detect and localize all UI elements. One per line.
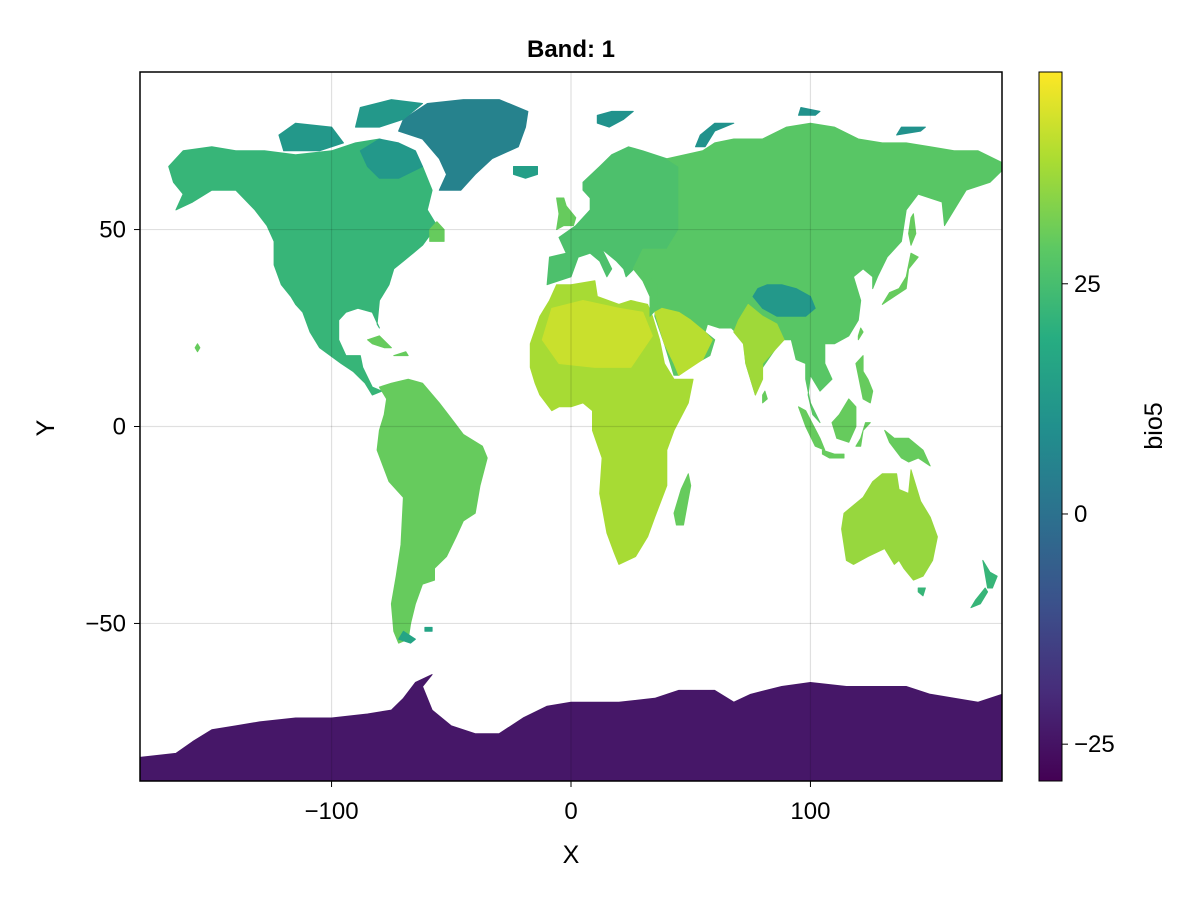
land-tibetan-plateau xyxy=(752,284,816,317)
land-baffin-island xyxy=(359,138,423,179)
land-new-siberian-islands xyxy=(896,126,926,136)
land-sri-lanka xyxy=(762,390,768,404)
land-falklands xyxy=(424,626,433,632)
x-axis-label: X xyxy=(563,841,580,869)
land-arabian-peninsula xyxy=(654,307,713,376)
colorbar-gradient xyxy=(1038,71,1063,782)
y-tick-label: 0 xyxy=(113,414,126,441)
land-arctic-archipelago xyxy=(278,122,344,152)
land-newfoundland xyxy=(429,221,445,242)
land-new-guinea xyxy=(884,429,931,467)
land-tierra-del-fuego xyxy=(398,630,416,644)
x-axis-ticks: −100 0 100 xyxy=(305,781,830,825)
land-india xyxy=(733,303,785,396)
land-taiwan xyxy=(857,327,864,341)
land-australia xyxy=(841,469,938,581)
land-severnaya-zemlya xyxy=(798,107,821,116)
land-hawaii xyxy=(194,343,201,353)
land-new-zealand xyxy=(982,559,998,589)
land-cuba xyxy=(367,335,392,349)
land-greenland xyxy=(398,99,529,191)
land-sakhalin xyxy=(908,213,917,246)
chart-title: Band: 1 xyxy=(527,36,615,63)
land-iceland xyxy=(513,166,538,179)
land-philippines xyxy=(855,355,874,404)
colorbar-ticks: −25 0 25 xyxy=(1062,271,1115,758)
land-madagascar xyxy=(673,473,692,526)
colorbar-tick-label: 25 xyxy=(1074,271,1101,298)
land-antarctica xyxy=(140,674,1002,781)
x-tick-label: 0 xyxy=(564,798,577,825)
y-axis-ticks: −50 0 50 xyxy=(85,217,140,637)
land-japan xyxy=(881,252,919,305)
land-hispaniola xyxy=(393,351,409,357)
land-new-zealand xyxy=(970,587,989,609)
x-tick-label: −100 xyxy=(305,798,359,825)
land-sahara xyxy=(541,300,653,368)
land-ellesmere-island xyxy=(355,99,423,128)
land-java xyxy=(821,449,845,459)
colorbar-tick-label: −25 xyxy=(1074,731,1115,758)
x-tick-label: 100 xyxy=(790,798,830,825)
map-plot-area[interactable] xyxy=(140,72,1002,781)
land-sulawesi xyxy=(855,422,871,447)
land-sumatra xyxy=(798,406,826,451)
y-tick-label: 50 xyxy=(99,217,126,244)
land-south-america xyxy=(376,378,488,644)
land-tasmania xyxy=(917,587,926,597)
grid-lines xyxy=(140,72,1002,781)
land-british-isles xyxy=(556,197,577,231)
land-novaya-zemlya xyxy=(695,122,735,148)
land-borneo xyxy=(831,398,857,443)
land-asia xyxy=(632,122,1002,424)
y-axis-label: Y xyxy=(32,419,60,436)
y-tick-label: −50 xyxy=(85,610,126,637)
colorbar-tick-label: 0 xyxy=(1074,501,1087,528)
land-raster xyxy=(140,99,1002,781)
land-svalbard xyxy=(596,110,634,128)
colorbar: −25 0 25 bio5 xyxy=(1038,71,1168,782)
colorbar-label: bio5 xyxy=(1140,402,1168,449)
